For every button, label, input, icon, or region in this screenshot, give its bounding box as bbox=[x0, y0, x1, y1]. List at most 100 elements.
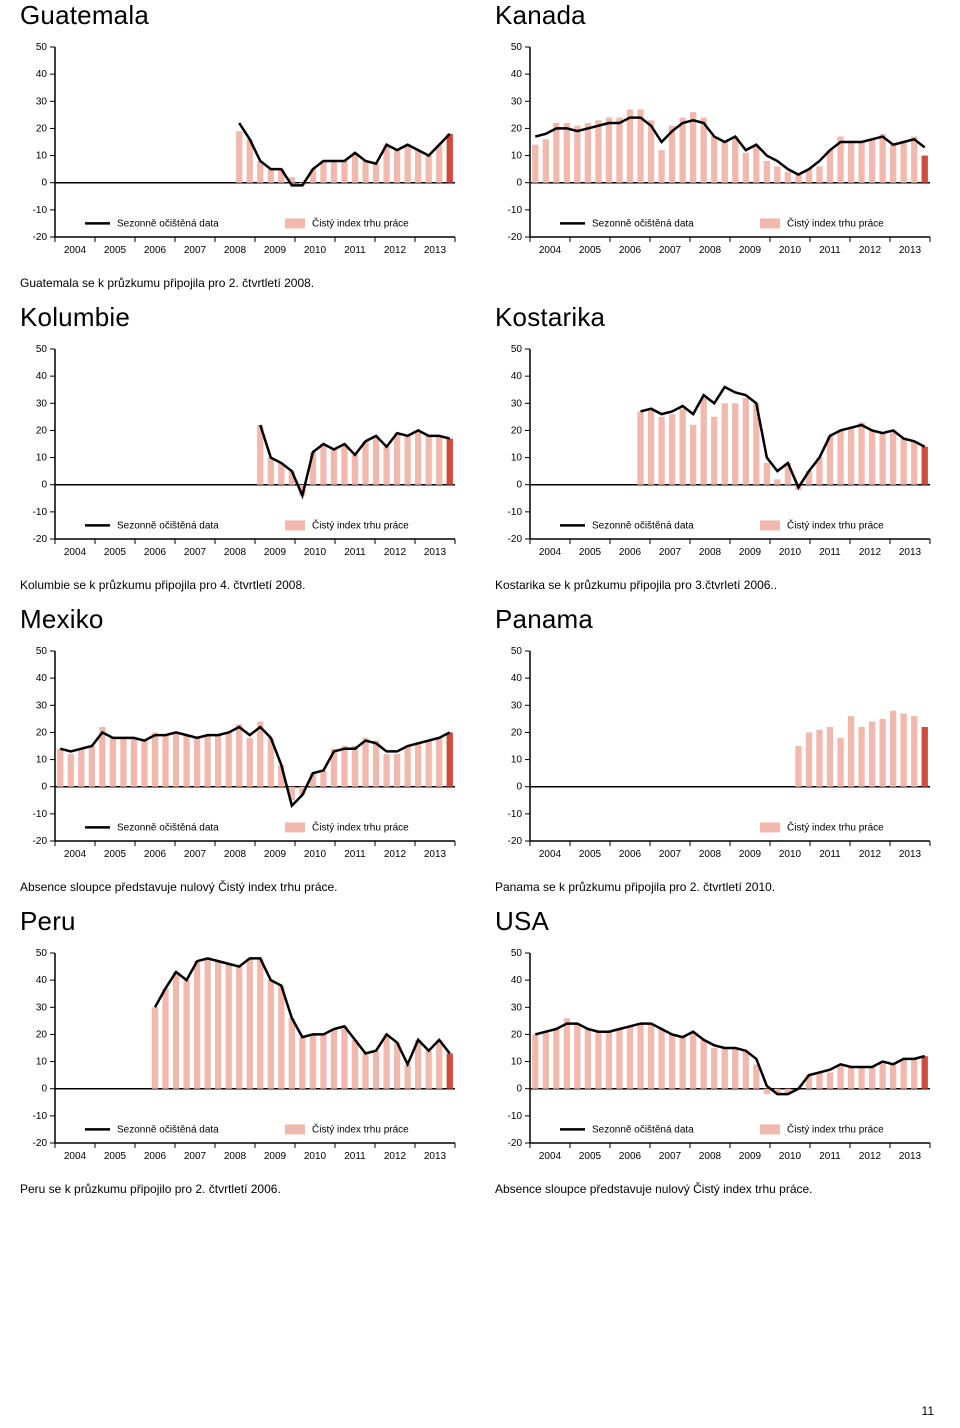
bar bbox=[879, 719, 885, 787]
bar bbox=[627, 109, 633, 182]
svg-text:20: 20 bbox=[511, 1029, 523, 1040]
svg-text:30: 30 bbox=[36, 700, 48, 711]
bar bbox=[553, 123, 559, 183]
svg-text:-10: -10 bbox=[508, 809, 523, 820]
bar bbox=[341, 1026, 347, 1088]
legend-seasonal: Sezonně očištěná data bbox=[592, 218, 694, 229]
svg-text:40: 40 bbox=[36, 371, 48, 382]
bar bbox=[247, 738, 253, 787]
bar bbox=[394, 150, 400, 183]
bar bbox=[89, 746, 95, 787]
x-label: 2011 bbox=[344, 245, 366, 256]
x-label: 2005 bbox=[104, 1151, 127, 1162]
legend-index: Čistý index trhu práce bbox=[312, 820, 409, 833]
x-label: 2010 bbox=[304, 1151, 327, 1162]
bar bbox=[658, 1029, 664, 1089]
bar bbox=[816, 730, 822, 787]
bar bbox=[869, 139, 875, 182]
x-label: 2006 bbox=[144, 245, 167, 256]
x-label: 2010 bbox=[779, 547, 802, 558]
svg-text:40: 40 bbox=[511, 371, 523, 382]
x-label: 2004 bbox=[64, 245, 87, 256]
bar bbox=[341, 746, 347, 787]
x-label: 2008 bbox=[699, 1151, 722, 1162]
bar bbox=[320, 1034, 326, 1088]
bar bbox=[204, 958, 210, 1088]
svg-text:-10: -10 bbox=[508, 507, 523, 518]
bar bbox=[331, 161, 337, 183]
bar bbox=[743, 398, 749, 485]
line-seasonal bbox=[535, 1024, 924, 1095]
bar bbox=[574, 126, 580, 183]
x-label: 2008 bbox=[224, 245, 247, 256]
bar bbox=[711, 137, 717, 183]
bar bbox=[669, 1034, 675, 1088]
bar bbox=[890, 145, 896, 183]
legend-index: Čistý index trhu práce bbox=[787, 518, 884, 531]
x-label: 2012 bbox=[859, 245, 882, 256]
bar bbox=[827, 727, 833, 787]
svg-text:50: 50 bbox=[511, 344, 523, 355]
svg-text:0: 0 bbox=[41, 1084, 47, 1095]
bar bbox=[901, 713, 907, 786]
svg-text:40: 40 bbox=[511, 975, 523, 986]
bar bbox=[183, 980, 189, 1089]
bar bbox=[373, 1051, 379, 1089]
x-label: 2008 bbox=[224, 849, 247, 860]
svg-text:-10: -10 bbox=[508, 205, 523, 216]
line-seasonal bbox=[60, 727, 449, 806]
bar bbox=[732, 137, 738, 183]
bar bbox=[690, 1032, 696, 1089]
x-label: 2005 bbox=[579, 849, 602, 860]
bar bbox=[436, 436, 442, 485]
bar bbox=[816, 166, 822, 182]
bar bbox=[827, 1072, 833, 1088]
x-label: 2004 bbox=[539, 547, 562, 558]
x-label: 2004 bbox=[64, 1151, 87, 1162]
bar bbox=[732, 1048, 738, 1089]
bar bbox=[827, 150, 833, 183]
x-label: 2009 bbox=[264, 849, 287, 860]
chart-cell-usa: USA-20-100102030405020042005200620072008… bbox=[495, 906, 940, 1196]
bar bbox=[373, 436, 379, 485]
x-label: 2011 bbox=[344, 547, 366, 558]
bar bbox=[837, 1064, 843, 1088]
bar bbox=[404, 145, 410, 183]
x-label: 2013 bbox=[899, 245, 922, 256]
bar bbox=[68, 754, 74, 787]
svg-text:0: 0 bbox=[41, 178, 47, 189]
chart-cell-kanada: Kanada-20-100102030405020042005200620072… bbox=[495, 0, 940, 290]
bar bbox=[837, 738, 843, 787]
x-label: 2010 bbox=[779, 245, 802, 256]
bar bbox=[606, 118, 612, 183]
x-label: 2010 bbox=[304, 245, 327, 256]
chart-kolumbie: -20-100102030405020042005200620072008200… bbox=[20, 339, 460, 569]
bar bbox=[310, 1034, 316, 1088]
svg-text:0: 0 bbox=[516, 782, 522, 793]
chart-title: Mexiko bbox=[20, 604, 465, 635]
legend-index: Čistý index trhu práce bbox=[312, 1122, 409, 1135]
bar bbox=[858, 1067, 864, 1089]
bar bbox=[711, 1048, 717, 1089]
svg-text:-20: -20 bbox=[33, 836, 48, 847]
bar bbox=[869, 430, 875, 484]
bar bbox=[543, 1032, 549, 1089]
bar bbox=[236, 131, 242, 183]
x-label: 2012 bbox=[384, 547, 407, 558]
bar bbox=[722, 142, 728, 183]
x-label: 2011 bbox=[819, 245, 841, 256]
svg-text:0: 0 bbox=[516, 178, 522, 189]
bar bbox=[743, 1051, 749, 1089]
bar bbox=[236, 724, 242, 786]
bar bbox=[120, 738, 126, 787]
svg-text:20: 20 bbox=[511, 727, 523, 738]
x-label: 2012 bbox=[384, 849, 407, 860]
svg-text:10: 10 bbox=[511, 151, 523, 162]
bar bbox=[362, 441, 368, 484]
x-label: 2007 bbox=[184, 1151, 207, 1162]
x-label: 2006 bbox=[144, 547, 167, 558]
x-label: 2007 bbox=[659, 245, 682, 256]
bar bbox=[415, 743, 421, 786]
bar bbox=[141, 741, 147, 787]
x-label: 2004 bbox=[64, 547, 87, 558]
